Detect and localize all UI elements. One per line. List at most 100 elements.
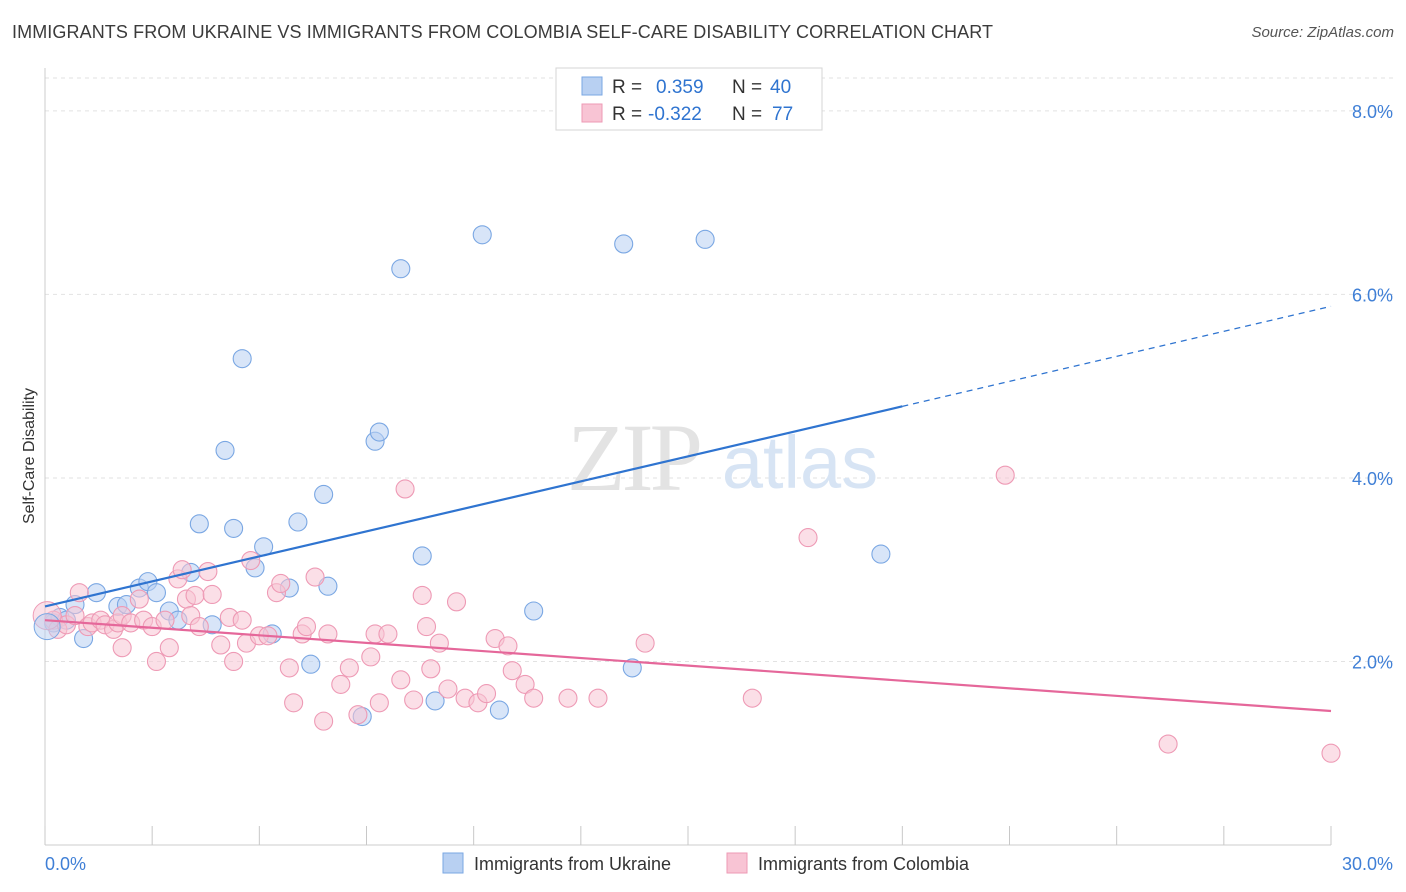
- x-tick-label-max: 30.0%: [1342, 854, 1393, 874]
- data-point: [361, 647, 381, 667]
- data-point: [635, 633, 655, 653]
- data-point: [1321, 743, 1341, 763]
- data-point: [391, 670, 411, 690]
- ukraine-swatch: [581, 76, 603, 96]
- data-point: [65, 606, 85, 626]
- r-value-colombia: -0.322: [648, 104, 702, 125]
- data-point: [348, 705, 368, 725]
- data-point: [146, 651, 167, 672]
- data-point: [412, 585, 432, 605]
- legend-swatch-colombia: [726, 852, 748, 874]
- x-tick-label-min: 0.0%: [45, 854, 86, 874]
- data-point: [198, 561, 218, 582]
- data-point: [502, 661, 522, 681]
- data-point: [202, 584, 222, 605]
- data-point: [472, 225, 492, 245]
- data-point: [695, 229, 715, 249]
- y-tick-label: 6.0%: [1352, 285, 1393, 305]
- data-point: [314, 711, 334, 731]
- data-point: [155, 610, 175, 630]
- data-point: [224, 518, 244, 538]
- n-value-colombia: 77: [772, 104, 793, 125]
- trend-line-colombia: [44, 619, 1332, 713]
- data-point: [622, 658, 642, 678]
- data-point: [314, 484, 334, 505]
- data-point: [425, 691, 445, 711]
- data-point: [446, 592, 467, 612]
- y-tick-label: 4.0%: [1352, 469, 1393, 489]
- x-ticks: [44, 826, 1332, 845]
- data-point: [189, 514, 209, 534]
- chart-source: Source: ZipAtlas.com: [1251, 24, 1394, 41]
- series-legend: Immigrants from Ukraine Immigrants from …: [442, 852, 970, 874]
- watermark-atlas: atlas: [722, 421, 878, 504]
- data-point-cluster: [33, 613, 61, 641]
- data-point: [189, 617, 209, 637]
- y-tick-label: 2.0%: [1352, 652, 1393, 672]
- grid-lines: [45, 77, 1393, 662]
- data-point: [211, 635, 231, 655]
- data-point: [498, 636, 518, 656]
- legend-label-ukraine: Immigrants from Ukraine: [474, 854, 671, 874]
- data-point: [524, 601, 544, 621]
- y-axis-label: Self-Care Disability: [21, 388, 38, 524]
- data-point: [215, 440, 235, 460]
- data-point: [369, 693, 389, 713]
- n-label-ukraine: N =: [732, 77, 762, 98]
- data-point: [378, 624, 398, 644]
- data-point: [318, 576, 338, 596]
- trend-line-ukraine: [44, 405, 903, 608]
- trend-lines: [44, 305, 1332, 713]
- data-point: [305, 567, 325, 587]
- n-value-ukraine: 40: [770, 77, 791, 98]
- data-point: [301, 654, 321, 674]
- stats-legend: R = 0.359 N = 40 R = -0.322 N = 77: [555, 67, 823, 131]
- data-point: [416, 617, 437, 637]
- data-point: [318, 624, 338, 644]
- data-point: [224, 651, 244, 672]
- data-point: [588, 688, 608, 708]
- data-point: [185, 585, 205, 605]
- data-point: [742, 688, 762, 708]
- data-point: [438, 679, 458, 699]
- data-point: [1158, 734, 1178, 754]
- data-point: [339, 658, 359, 678]
- r-label-ukraine: R =: [612, 77, 642, 98]
- r-value-ukraine: 0.359: [656, 77, 704, 98]
- legend-label-colombia: Immigrants from Colombia: [758, 854, 970, 874]
- data-point: [279, 658, 299, 678]
- data-point: [798, 528, 818, 548]
- data-point: [112, 638, 132, 658]
- data-point: [614, 234, 634, 254]
- data-point: [288, 512, 308, 532]
- trend-line-extension: [902, 305, 1332, 407]
- data-point: [995, 465, 1015, 485]
- y-tick-labels: 2.0% 4.0% 6.0% 8.0%: [1352, 102, 1393, 673]
- colombia-swatch: [581, 103, 603, 123]
- data-point: [476, 684, 497, 704]
- data-point: [871, 544, 891, 564]
- y-tick-label: 8.0%: [1352, 102, 1393, 122]
- data-point: [391, 259, 411, 279]
- data-point: [412, 546, 432, 566]
- data-point: [271, 573, 291, 594]
- legend-swatch-ukraine: [442, 852, 464, 874]
- data-point: [159, 638, 179, 658]
- data-point: [331, 674, 351, 694]
- data-point: [489, 700, 509, 720]
- data-point: [284, 693, 304, 713]
- watermark: ZIP atlas: [567, 404, 878, 511]
- n-label-colombia: N =: [732, 104, 762, 125]
- data-point: [524, 688, 544, 708]
- r-label-colombia: R =: [612, 104, 642, 125]
- data-point: [404, 690, 424, 710]
- data-point: [515, 674, 535, 694]
- data-point: [369, 422, 389, 442]
- data-point: [146, 583, 167, 603]
- data-point: [232, 610, 252, 630]
- data-point: [395, 479, 415, 499]
- data-point: [558, 688, 578, 708]
- data-point: [421, 659, 441, 679]
- data-point: [296, 617, 317, 637]
